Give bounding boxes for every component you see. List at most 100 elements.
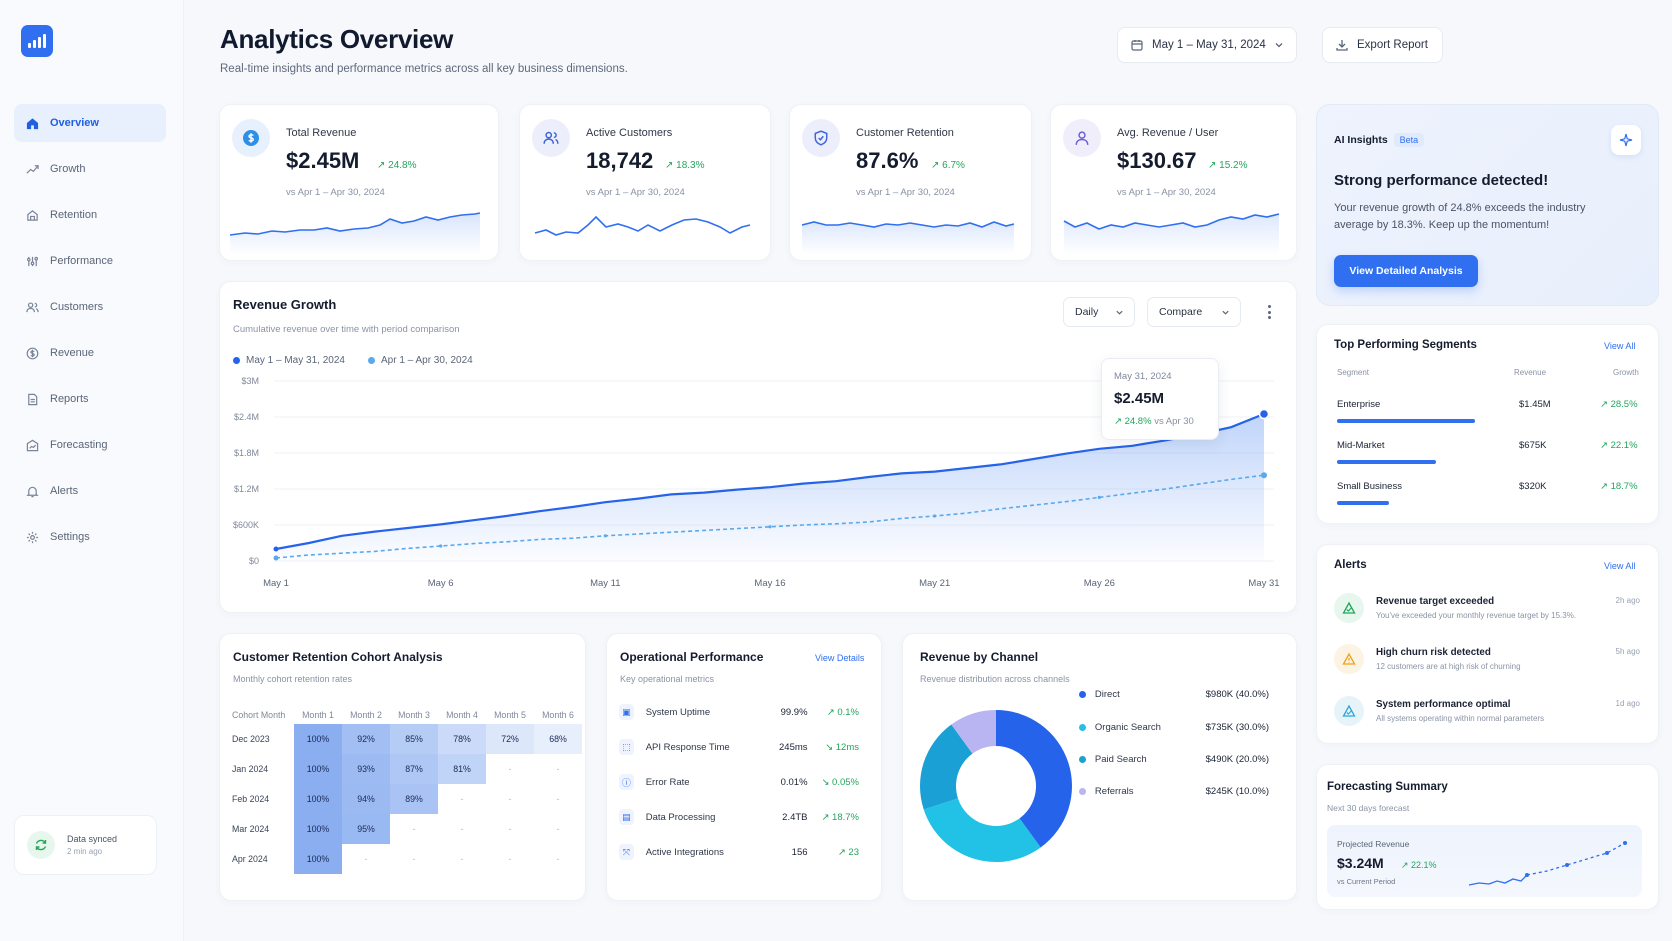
cohort-row: Jan 2024 100% 93% 87% 81% - - — [232, 754, 582, 784]
ops-row[interactable]: ⓘ Error Rate 0.01% ↘ 0.05% — [619, 772, 859, 792]
compare-dropdown[interactable]: Compare — [1147, 297, 1241, 327]
channel-row[interactable]: Paid Search $490K (20.0%) — [1079, 752, 1269, 766]
shield-icon — [802, 119, 840, 157]
ops-value: 99.9% — [780, 706, 808, 718]
revenue-header: Revenue — [1514, 368, 1547, 377]
ops-value: 245ms — [779, 741, 808, 753]
sync-status: Data synced 2 min ago — [14, 815, 157, 875]
alert-desc: You've exceeded your monthly revenue tar… — [1376, 611, 1577, 620]
kpi-delta: ↗ 15.2% — [1208, 160, 1248, 171]
server-icon: ▣ — [619, 704, 634, 720]
donut-slice[interactable] — [951, 710, 996, 754]
export-label: Export Report — [1357, 39, 1428, 51]
cohort-cell: 72% — [486, 724, 534, 754]
legend-previous: Apr 1 – Apr 30, 2024 — [368, 355, 473, 366]
channel-swatch — [1079, 755, 1086, 763]
channel-row[interactable]: Referrals $245K (10.0%) — [1079, 784, 1269, 798]
date-range-picker[interactable]: May 1 – May 31, 2024 — [1117, 27, 1297, 63]
data-point — [439, 544, 443, 548]
alert-icon — [1334, 696, 1364, 726]
alert-title[interactable]: System performance optimal — [1376, 699, 1511, 710]
download-icon — [1336, 39, 1348, 51]
sidebar-item-reports[interactable]: Reports — [14, 380, 166, 418]
y-tick-label: $1.2M — [234, 484, 259, 494]
sidebar-item-forecasting[interactable]: Forecasting — [14, 426, 166, 464]
ops-row[interactable]: ▤ Data Processing 2.4TB ↗ 18.7% — [619, 807, 859, 827]
dollar-icon — [232, 119, 270, 157]
more-options-icon[interactable] — [1261, 303, 1277, 321]
section-title: Top Performing Segments — [1334, 339, 1477, 351]
sidebar-item-overview[interactable]: Overview — [14, 104, 166, 142]
kpi-label: Total Revenue — [286, 127, 357, 139]
donut-slice[interactable] — [923, 798, 1041, 862]
segment-growth: ↗ 28.5% — [1600, 399, 1638, 410]
view-detailed-analysis-button[interactable]: View Detailed Analysis — [1334, 255, 1478, 287]
chevron-down-icon — [1221, 308, 1230, 317]
tooltip-change-value: ↗ 24.8% — [1114, 416, 1152, 427]
kpi-value: 18,742 — [586, 148, 654, 173]
kpi-card-total-revenue[interactable]: Total Revenue $2.45M ↗ 24.8% vs Apr 1 – … — [219, 104, 499, 261]
operational-performance-card: Operational Performance Key operational … — [606, 633, 882, 901]
export-report-button[interactable]: Export Report — [1322, 27, 1443, 63]
segment-name: Enterprise — [1337, 399, 1381, 410]
sidebar-item-label: Reports — [50, 393, 89, 405]
cohort-row: Mar 2024 100% 95% - - - - — [232, 814, 582, 844]
channel-swatch — [1079, 787, 1086, 795]
sidebar-item-retention[interactable]: Retention — [14, 196, 166, 234]
channel-row[interactable]: Organic Search $735K (30.0%) — [1079, 720, 1269, 734]
performance-icon — [25, 254, 39, 268]
ops-row[interactable]: ⬚ API Response Time 245ms ↘ 12ms — [619, 737, 859, 757]
forecast-icon — [25, 438, 39, 452]
donut-slice[interactable] — [996, 710, 1072, 848]
sidebar-item-customers[interactable]: Customers — [14, 288, 166, 326]
alert-title[interactable]: Revenue target exceeded — [1376, 596, 1495, 607]
legend-label: May 1 – May 31, 2024 — [246, 355, 345, 366]
granularity-dropdown[interactable]: Daily — [1063, 297, 1135, 327]
kpi-card-avg-revenue-user[interactable]: Avg. Revenue / User $130.67 ↗ 15.2% vs A… — [1050, 104, 1297, 261]
view-all-link[interactable]: View All — [1604, 341, 1636, 351]
channel-name: Organic Search — [1094, 721, 1161, 733]
view-details-link[interactable]: View Details — [815, 653, 865, 663]
segment-bar — [1337, 460, 1436, 464]
segment-growth: ↗ 18.7% — [1600, 481, 1638, 492]
forecast-label: Projected Revenue — [1337, 839, 1410, 849]
ops-row[interactable]: ▣ System Uptime 99.9% ↗ 0.1% — [619, 702, 859, 722]
page-subtitle: Real-time insights and performance metri… — [220, 63, 628, 75]
kpi-card-active-customers[interactable]: Active Customers 18,742 ↗ 18.3% vs Apr 1… — [519, 104, 771, 261]
donut-slice[interactable] — [920, 724, 973, 810]
trend-icon — [25, 162, 39, 176]
revenue-growth-chart[interactable]: $0 $600K $1.2M $1.8M $2.4M $3M May 1 May 6 May 1… — [219, 281, 1297, 613]
alert-title[interactable]: High churn risk detected — [1376, 647, 1491, 658]
cohort-cell: 94% — [342, 784, 390, 814]
sidebar-item-growth[interactable]: Growth — [14, 150, 166, 188]
sidebar-item-alerts[interactable]: Alerts — [14, 472, 166, 510]
bell-icon — [25, 484, 39, 498]
section-subtitle: Next 30 days forecast — [1327, 803, 1410, 813]
sidebar-item-revenue[interactable]: Revenue — [14, 334, 166, 372]
app-logo-icon[interactable] — [21, 25, 53, 57]
sidebar-item-settings[interactable]: Settings — [14, 518, 166, 556]
sidebar-item-label: Overview — [50, 117, 99, 129]
cohort-cell: - — [486, 844, 534, 874]
cohort-row: Feb 2024 100% 94% 89% - - - — [232, 784, 582, 814]
alert-desc: 12 customers are at high risk of churnin… — [1376, 662, 1521, 671]
sync-time: 2 min ago — [67, 847, 103, 856]
sidebar-item-label: Retention — [50, 209, 98, 221]
channel-donut-chart[interactable] — [916, 706, 1076, 866]
sidebar-item-performance[interactable]: Performance — [14, 242, 166, 280]
segment-revenue: $675K — [1519, 440, 1547, 451]
sidebar-item-label: Growth — [50, 163, 86, 175]
view-all-link[interactable]: View All — [1604, 561, 1636, 571]
sparkle-icon[interactable] — [1611, 125, 1641, 155]
cohort-cell: 78% — [438, 724, 486, 754]
ops-delta: ↗ 23 — [837, 846, 859, 858]
kpi-delta: ↗ 18.3% — [665, 160, 705, 171]
sparkline — [801, 221, 1015, 255]
section-title: Forecasting Summary — [1327, 781, 1448, 793]
ops-row[interactable]: ⤧ Active Integrations 156 ↗ 23 — [619, 842, 859, 862]
cohort-cell: - — [438, 814, 486, 844]
kpi-card-customer-retention[interactable]: Customer Retention 87.6% ↗ 6.7% vs Apr 1… — [789, 104, 1032, 261]
cohort-table: Cohort Month Month 1 Month 2 Month 3 Month 4… — [232, 706, 582, 874]
channel-name: Direct — [1094, 688, 1120, 700]
channel-row[interactable]: Direct $980K (40.0%) — [1079, 687, 1269, 701]
